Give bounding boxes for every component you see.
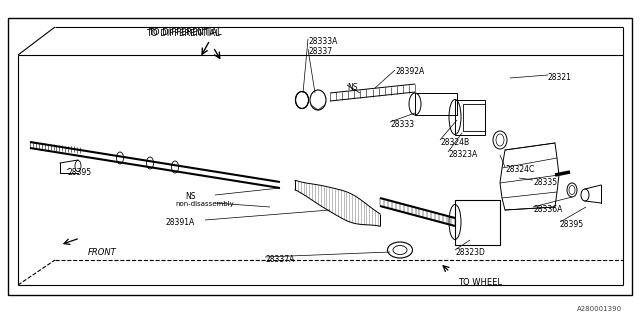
Text: 28324B: 28324B (440, 138, 469, 147)
Ellipse shape (116, 152, 124, 164)
Text: 28392A: 28392A (395, 67, 424, 76)
Text: 28333A: 28333A (308, 37, 337, 46)
Bar (455, 200, 500, 245)
Text: FRONT: FRONT (88, 248, 116, 257)
Text: 28335: 28335 (533, 178, 557, 187)
Bar (8, 18, 632, 295)
Bar (455, 100, 485, 135)
Text: 28323A: 28323A (448, 150, 477, 159)
Text: 28324C: 28324C (505, 165, 534, 174)
Bar (415, 93, 457, 115)
Ellipse shape (147, 157, 154, 169)
Text: NS: NS (347, 83, 358, 92)
Text: non-disassembly: non-disassembly (175, 201, 234, 207)
Ellipse shape (75, 161, 81, 172)
Text: 28336A: 28336A (533, 205, 563, 214)
Text: 28321: 28321 (548, 73, 572, 82)
Text: TO WHEEL: TO WHEEL (458, 278, 502, 287)
Ellipse shape (172, 161, 179, 173)
Text: 28323D: 28323D (455, 248, 485, 257)
Text: NS: NS (185, 192, 195, 201)
Text: TO DIFFERENTIAL: TO DIFFERENTIAL (148, 28, 222, 37)
Text: 28337: 28337 (308, 47, 332, 56)
Text: A280001390: A280001390 (577, 306, 622, 312)
Text: TO DIFFERENTIAL: TO DIFFERENTIAL (146, 29, 220, 38)
Bar (463, 104, 485, 131)
Text: 28337A: 28337A (265, 255, 294, 264)
Text: 28333: 28333 (390, 120, 414, 129)
Text: 28395: 28395 (67, 168, 91, 177)
Text: 28395: 28395 (560, 220, 584, 229)
Text: 28391A: 28391A (165, 218, 195, 227)
